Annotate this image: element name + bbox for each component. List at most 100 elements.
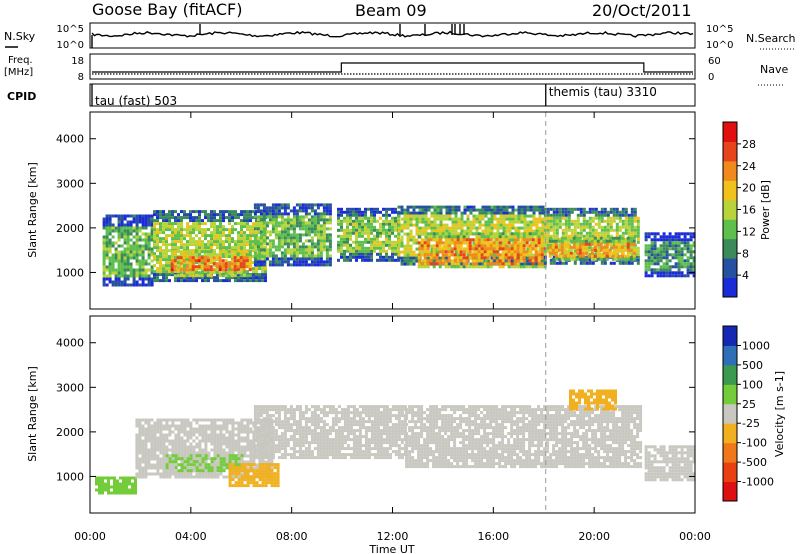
heatmap-cell (102, 238, 106, 242)
heatmap-cell (599, 257, 603, 261)
heatmap-cell (159, 216, 162, 220)
heatmap-cell (653, 259, 657, 263)
heatmap-cell (529, 262, 533, 266)
heatmap-cell (240, 439, 244, 443)
heatmap-cell (683, 259, 687, 263)
heatmap-cell (210, 424, 214, 428)
heatmap-cell (605, 245, 609, 249)
heatmap-cell (313, 218, 317, 222)
heatmap-cell (364, 210, 367, 214)
heatmap-cell (144, 430, 148, 434)
heatmap-cell (183, 213, 186, 217)
heatmap-cell (168, 228, 171, 232)
power-heatmap (102, 112, 696, 309)
heatmap-cell (525, 253, 529, 257)
heatmap-cell (558, 216, 562, 220)
heatmap-cell (480, 250, 484, 254)
heatmap-cell (346, 240, 349, 244)
heatmap-cell (508, 205, 512, 209)
heatmap-cell (186, 243, 189, 247)
heatmap-cell (271, 245, 275, 249)
heatmap-cell (132, 280, 136, 284)
heatmap-cell (119, 485, 122, 489)
heatmap-cell (183, 442, 187, 446)
heatmap-cell (475, 208, 479, 212)
heatmap-cell (268, 212, 272, 216)
heatmap-cell (415, 214, 419, 218)
heatmap-cell (102, 262, 106, 266)
heatmap-cell (249, 418, 253, 422)
heatmap-cell (156, 457, 160, 461)
heatmap-cell (259, 254, 263, 258)
heatmap-cell (192, 448, 196, 452)
heatmap-cell (243, 439, 247, 443)
heatmap-cell (552, 261, 556, 265)
heatmap-cell (180, 216, 183, 220)
noise-sky-label: N.Sky (4, 30, 36, 43)
heatmap-cell (180, 225, 183, 229)
heatmap-cell (555, 261, 559, 265)
heatmap-cell (246, 448, 250, 452)
heatmap-cell (249, 246, 252, 250)
heatmap-cell (469, 205, 473, 209)
heatmap-cell (337, 216, 340, 220)
heatmap-cell (165, 433, 169, 437)
heatmap-cell (248, 256, 252, 260)
heatmap-cell (355, 255, 358, 259)
heatmap-cell (225, 234, 228, 238)
heatmap-cell (510, 256, 514, 260)
heatmap-cell (456, 247, 460, 251)
heatmap-cell (234, 276, 237, 280)
heatmap-cell (117, 223, 121, 227)
heatmap-cell (453, 265, 457, 269)
heatmap-cell (313, 245, 317, 249)
heatmap-cell (183, 234, 186, 238)
heatmap-cell (228, 418, 232, 422)
heatmap-cell (141, 445, 145, 449)
heatmap-cell (650, 259, 654, 263)
heatmap-cell (534, 238, 538, 242)
heatmap-cell (138, 271, 142, 275)
heatmap-cell (219, 243, 222, 247)
heatmap-cell (490, 217, 494, 221)
heatmap-cell (502, 220, 506, 224)
heatmap-cell (174, 276, 177, 280)
heatmap-cell (132, 283, 136, 287)
heatmap-cell (450, 235, 454, 239)
heatmap-cell (355, 216, 358, 220)
heatmap-cell (209, 253, 213, 257)
heatmap-cell (630, 231, 634, 235)
colorbar-tick-label: 24 (742, 160, 756, 173)
heatmap-cell (343, 240, 346, 244)
heatmap-cell (231, 439, 235, 443)
heatmap-cell (119, 491, 122, 495)
heatmap-cell (352, 225, 355, 229)
heatmap-cell (683, 247, 687, 251)
heatmap-cell (647, 232, 651, 236)
heatmap-cell (674, 271, 678, 275)
heatmap-cell (535, 208, 539, 212)
heatmap-cell (671, 274, 675, 278)
heatmap-cell (448, 262, 452, 266)
heatmap-cell (271, 227, 275, 231)
heatmap-cell (274, 236, 278, 240)
heatmap-cell (144, 427, 148, 431)
heatmap-cell (508, 226, 512, 230)
heatmap-cell (487, 229, 491, 233)
heatmap-cell (563, 257, 567, 261)
heatmap-cell (388, 240, 391, 244)
heatmap-cell (174, 427, 178, 431)
heatmap-cell (483, 253, 487, 257)
heatmap-cell (259, 227, 263, 231)
heatmap-cell (262, 236, 266, 240)
heatmap-cell (150, 433, 154, 437)
heatmap-cell (591, 231, 595, 235)
heatmap-cell (575, 257, 579, 261)
heatmap-cell (117, 277, 121, 281)
heatmap-cell (292, 212, 296, 216)
heatmap-cell (261, 258, 264, 262)
heatmap-cell (219, 430, 223, 434)
heatmap-cell (135, 232, 139, 236)
heatmap-cell (135, 439, 139, 443)
heatmap-cell (686, 250, 690, 254)
